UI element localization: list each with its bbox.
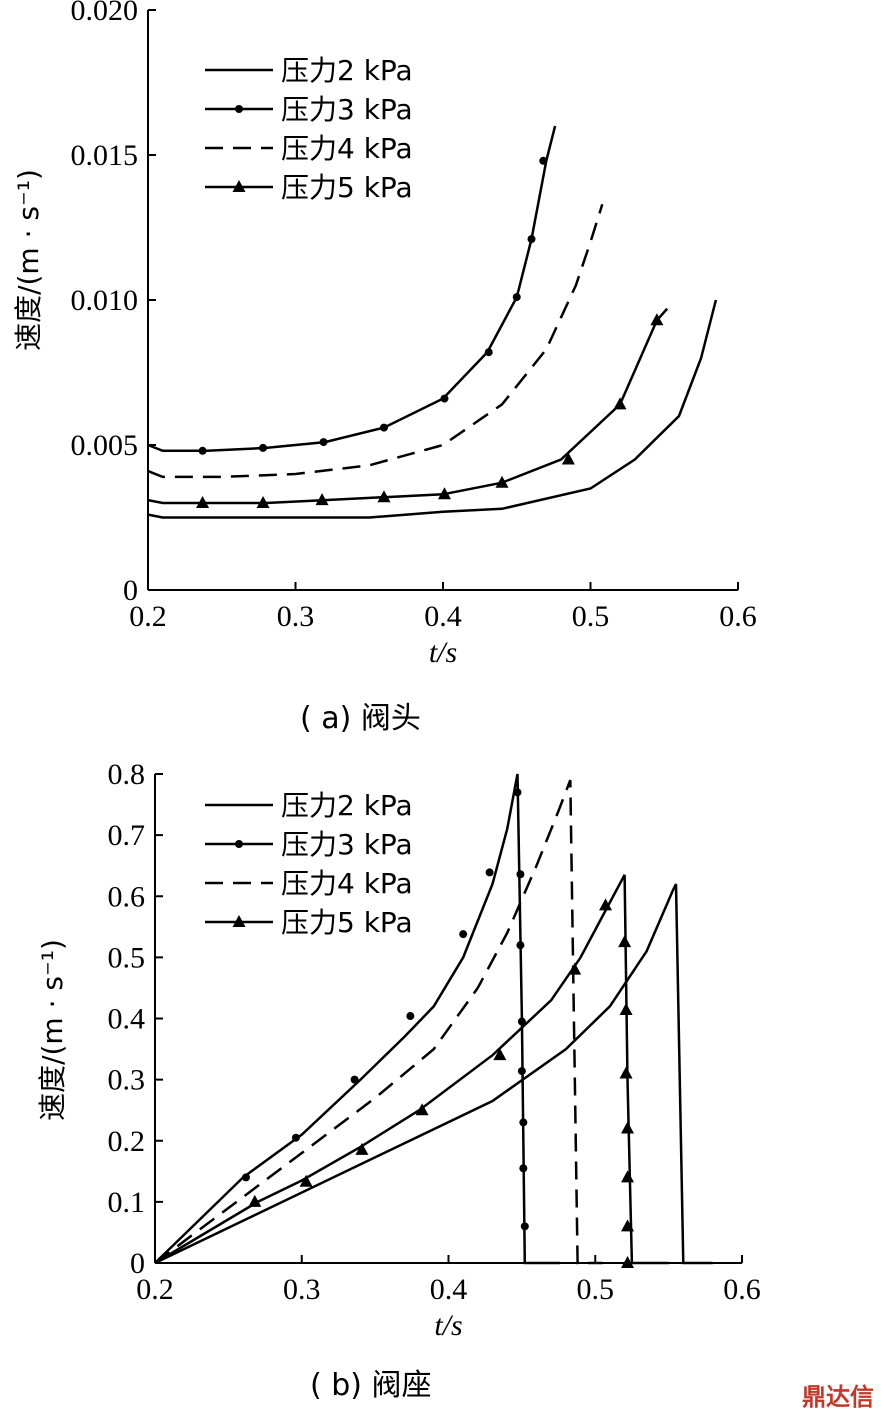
series-line-1 (147, 299, 718, 519)
series-line-4 (147, 307, 669, 505)
data-point-triangle (196, 496, 210, 508)
legend-label-4: 压力5 kPa (281, 906, 413, 939)
data-point-triangle (299, 1174, 313, 1187)
data-point-dot (198, 446, 207, 455)
x-tick-label: 0.4 (430, 1273, 468, 1306)
x-tick-label: 0.2 (129, 600, 167, 633)
chart-panel-a: 0.2 0.3 0.4 0.5 0.6 0 0.005 0.010 0.015 0.020 t/s 速… (12, 0, 757, 736)
legend-label-2: 压力3 kPa (281, 93, 413, 126)
y-tick-label: 0.3 (108, 1064, 146, 1097)
data-point-triangle (613, 397, 627, 410)
x-tick-label: 0.5 (572, 600, 610, 633)
data-point-triangle (495, 475, 509, 488)
data-point-dot (350, 1075, 359, 1084)
data-point-dot (319, 438, 328, 447)
legend-label-1: 压力2 kPa (281, 789, 413, 822)
data-point-dot (539, 156, 548, 165)
data-point-dot (517, 1067, 526, 1076)
y-axis-label: 速度/(m · s⁻¹) (36, 939, 69, 1121)
x-tick-label: 0.6 (723, 1273, 761, 1306)
watermark-logo: 鼎达信 (802, 1383, 874, 1411)
data-point-dot (519, 1164, 528, 1173)
data-point-dot (512, 293, 521, 302)
x-tick-label: 0.2 (136, 1273, 174, 1306)
y-tick-label: 0.1 (108, 1186, 146, 1219)
legend-label-1: 压力2 kPa (281, 54, 413, 87)
legend-marker-dot (235, 840, 243, 848)
data-point-dot (517, 1017, 526, 1026)
data-point-dot (485, 868, 494, 877)
data-point-triangle (248, 1194, 262, 1207)
x-axis-label: t/s (429, 636, 457, 669)
y-tick-label: 0.5 (108, 941, 146, 974)
data-point-triangle (256, 496, 270, 508)
data-point-dot (527, 235, 536, 244)
legend-label-4: 压力5 kPa (281, 171, 413, 204)
x-axis-label: t/s (434, 1309, 462, 1342)
x-tick-label: 0.4 (424, 600, 462, 633)
data-point-triangle (355, 1142, 369, 1155)
data-point-dot (520, 1222, 529, 1231)
y-tick-label: 0.7 (108, 819, 146, 852)
data-point-triangle (415, 1103, 429, 1116)
x-tick-label: 0.3 (283, 1273, 321, 1306)
chart-caption: ( b) 阀座 (310, 1368, 432, 1403)
legend-marker-triangle (232, 915, 246, 927)
data-point-dot (406, 1012, 415, 1021)
data-point-dot (516, 870, 525, 879)
legend-label-2: 压力3 kPa (281, 828, 413, 861)
y-tick-label: 0 (123, 574, 138, 607)
y-tick-label: 0.8 (108, 758, 146, 791)
data-point-dot (380, 423, 388, 432)
data-point-dot (519, 1118, 528, 1127)
y-axis-label: 速度/(m · s⁻¹) (12, 169, 45, 351)
legend-marker-dot (235, 105, 243, 113)
y-tick-label: 0.015 (71, 139, 139, 172)
data-point-triangle (568, 962, 582, 975)
data-point-dot (484, 348, 493, 357)
series-line-4 (154, 874, 669, 1265)
data-point-dot (259, 443, 268, 452)
data-point-triangle (599, 898, 613, 911)
legend-label-3: 压力4 kPa (281, 132, 413, 165)
data-point-triangle (650, 313, 664, 326)
data-point-triangle (621, 1121, 635, 1134)
data-point-triangle (377, 490, 391, 503)
legend-label-3: 压力4 kPa (281, 867, 413, 900)
data-point-dot (516, 941, 525, 950)
series-line-1 (154, 883, 713, 1265)
y-tick-label: 0 (130, 1247, 145, 1280)
y-tick-label: 0.020 (71, 0, 139, 27)
y-tick-label: 0.010 (71, 284, 139, 317)
data-point-dot (241, 1173, 250, 1182)
data-point-dot (440, 394, 449, 403)
chart-caption: ( a) 阀头 (300, 701, 421, 736)
legend-marker-triangle (232, 180, 246, 192)
y-tick-label: 0.4 (108, 1003, 146, 1036)
data-point-dot (459, 930, 468, 939)
data-point-triangle (621, 1219, 635, 1232)
data-point-triangle (619, 1066, 633, 1079)
series-line-3 (147, 203, 604, 479)
y-tick-label: 0.6 (108, 880, 146, 913)
data-point-triangle (315, 493, 329, 506)
data-point-triangle (619, 1002, 633, 1015)
data-point-dot (513, 788, 522, 797)
y-tick-label: 0.005 (71, 429, 139, 462)
series-line-3 (154, 779, 603, 1265)
data-point-triangle (621, 1170, 635, 1183)
x-tick-label: 0.5 (577, 1273, 615, 1306)
x-tick-label: 0.3 (277, 600, 315, 633)
x-tick-label: 0.6 (719, 600, 757, 633)
data-point-dot (291, 1133, 300, 1142)
data-point-triangle (493, 1048, 507, 1061)
data-point-triangle (618, 935, 632, 948)
data-point-triangle (437, 487, 451, 500)
data-point-triangle (621, 1256, 635, 1268)
y-tick-label: 0.2 (108, 1125, 146, 1158)
chart-panel-b: 0.2 0.3 0.4 0.5 0.6 0 0.1 0.2 0.3 0.4 0.5 0.6 0.7 0.8… (36, 758, 761, 1403)
data-point-triangle (561, 452, 575, 465)
